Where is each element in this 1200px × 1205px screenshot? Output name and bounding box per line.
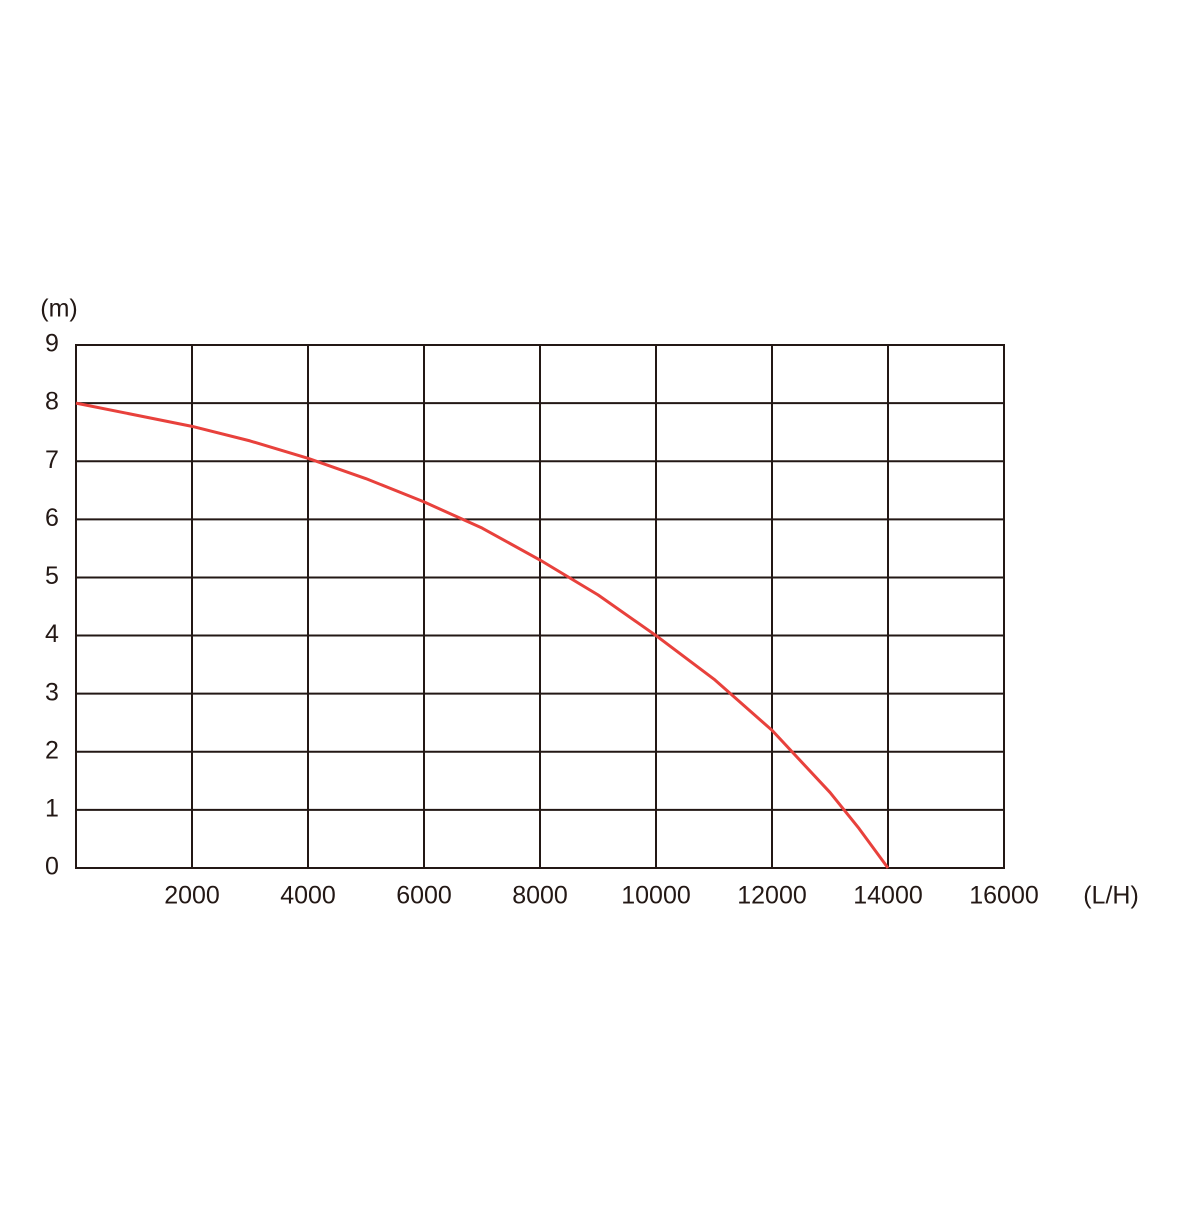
x-tick-label: 4000 [280,882,336,910]
x-tick-label: 6000 [396,882,452,910]
y-tick-label: 6 [45,504,59,532]
y-tick-label: 3 [45,678,59,706]
x-axis-label: (L/H) [1083,882,1139,910]
y-tick-label: 9 [45,330,59,358]
line [75,401,890,869]
y-tick-label: 7 [45,446,59,474]
y-tick-label: 5 [45,562,59,590]
y-tick-label: 2 [45,736,59,764]
x-tick-label: 16000 [969,882,1039,910]
x-tick-label: 8000 [512,882,568,910]
y-tick-label: 1 [45,794,59,822]
y-tick-label: 8 [45,388,59,416]
y-tick-label: 0 [45,853,59,881]
y-tick-label: 4 [45,620,59,648]
x-tick-label: 12000 [737,882,807,910]
x-tick-label: 2000 [164,882,220,910]
x-tick-label: 10000 [621,882,691,910]
x-tick-label: 14000 [853,882,923,910]
y-axis-label: (m) [40,295,77,323]
